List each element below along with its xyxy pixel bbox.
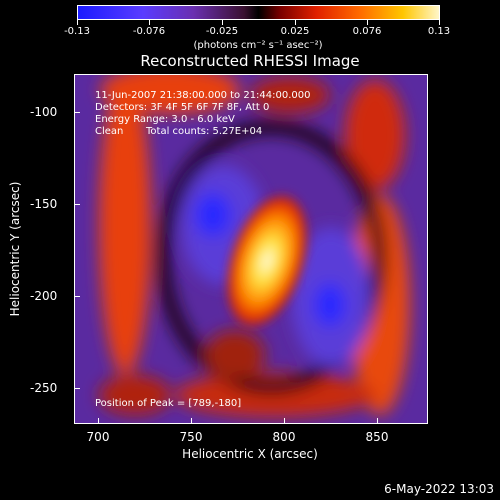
colorbar-tick-label: -0.025 [205,26,239,37]
x-tick [98,418,99,424]
y-tick [74,204,80,205]
colorbar-tick [295,20,296,25]
y-tick [74,112,80,113]
y-tick [74,388,80,389]
y-tick-label: -100 [30,105,58,119]
colorbar-tick [77,20,78,25]
x-tick [191,418,192,424]
x-axis-title: Heliocentric X (arcsec) [182,447,318,461]
colorbar-tick-label: 0.076 [352,26,382,37]
colorbar-tick [222,20,223,25]
colorbar-units: (photons cm⁻² s⁻¹ asec⁻²) [193,40,323,51]
colorbar-tick-label: -0.13 [64,26,90,37]
x-tick-label: 850 [365,430,389,444]
info-detectors: Detectors: 3F 4F 5F 6F 7F 8F, Att 0 [95,102,270,113]
date-stamp: 6-May-2022 13:03 [384,482,494,496]
x-tick-label: 700 [86,430,110,444]
rhessi-image [75,75,427,423]
colorbar-tick [439,20,440,25]
y-axis-title: Heliocentric Y (arcsec) [8,181,22,317]
plot-title: Reconstructed RHESSI Image [140,52,360,70]
x-tick [284,418,285,424]
colorbar-tick-label: 0.025 [280,26,310,37]
colorbar [77,5,440,20]
x-tick [377,418,378,424]
colorbar-tick [149,20,150,25]
y-tick-label: -200 [30,289,58,303]
y-tick-label: -250 [30,381,58,395]
image-plot [74,74,428,424]
info-energy: Energy Range: 3.0 - 6.0 keV [95,114,235,125]
info-counts: Total counts: 5.27E+04 [146,126,263,137]
colorbar-tick [367,20,368,25]
info-method: Clean [95,126,124,137]
x-tick-label: 750 [179,430,203,444]
y-tick [74,296,80,297]
colorbar-tick-label: 0.13 [427,26,451,37]
colorbar-tick-label: -0.076 [132,26,166,37]
info-peak: Position of Peak = [789,-180] [95,398,242,409]
x-tick-label: 800 [272,430,296,444]
info-time: 11-Jun-2007 21:38:00.000 to 21:44:00.000 [95,90,311,101]
y-tick-label: -150 [30,197,58,211]
